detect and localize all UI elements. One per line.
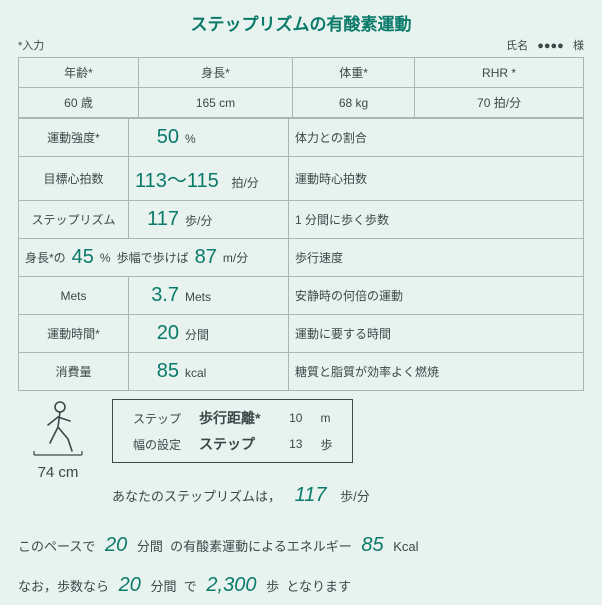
stride-mid: 歩幅で歩けば <box>117 249 189 266</box>
b2-a: なお，歩数なら <box>18 579 109 594</box>
stride-speed-unit: m/分 <box>223 249 248 266</box>
b1-u2: Kcal <box>393 539 418 554</box>
b2-c: となります <box>286 579 351 594</box>
metrics-table: 運動強度* 50% 体力との割合 目標心拍数 113〜115 拍/分 運動時心拍… <box>18 118 584 391</box>
row-mets-unit: Mets <box>185 290 211 304</box>
walker-figure: 74 cm <box>18 399 98 481</box>
row-kcal-value: 85 <box>135 360 185 383</box>
dist-l2v: 13 <box>270 432 310 456</box>
row-targethr-label: 目標心拍数 <box>19 157 129 201</box>
input-marker: *入力 <box>18 37 44 53</box>
row-intensity-value: 50 <box>135 126 185 149</box>
val-age: 60 歳 <box>19 88 139 118</box>
val-weight: 68 kg <box>292 88 414 118</box>
dist-l1a: ステップ <box>125 406 189 430</box>
b1-a: このペースで <box>18 539 95 554</box>
val-rhr: 70 拍/分 <box>415 88 584 118</box>
walker-cm: 74 cm <box>18 464 98 481</box>
hdr-weight: 体重* <box>292 58 414 88</box>
row-intensity-label: 運動強度* <box>19 119 129 157</box>
dist-l1v: 10 <box>270 406 310 430</box>
distance-box: ステップ 歩行距離* 10 m 幅の設定 ステップ 13 歩 <box>112 399 353 463</box>
stride-pct: 45 <box>72 246 94 269</box>
row-targethr-value: 113〜115 <box>135 164 225 193</box>
b1-u1: 分間 <box>137 539 163 554</box>
row-mets-label: Mets <box>19 277 129 315</box>
hdr-rhr: RHR * <box>415 58 584 88</box>
row-stride-desc: 歩行速度 <box>289 239 584 277</box>
b2-v1: 20 <box>119 574 141 596</box>
rhythm-summary: あなたのステップリズムは， 117 歩/分 <box>112 484 584 507</box>
val-height: 165 cm <box>139 88 293 118</box>
b1-v1: 20 <box>105 534 127 556</box>
row-duration-value: 20 <box>135 322 185 345</box>
bottom-summary: このペースで 20 分間 の有酸素運動によるエネルギー 85 Kcal なお，歩… <box>18 525 584 605</box>
dist-l2b: ステップ <box>191 432 268 456</box>
dist-l1b: 歩行距離* <box>191 406 268 430</box>
row-mets-value: 3.7 <box>135 284 185 307</box>
b1-b: の有酸素運動によるエネルギー <box>170 539 352 554</box>
row-mets-desc: 安静時の何倍の運動 <box>289 277 584 315</box>
row-duration-unit: 分間 <box>185 328 209 342</box>
row-intensity-unit: % <box>185 132 196 146</box>
rhythm-value: 117 <box>295 484 327 506</box>
row-stride: 身長*の 45 % 歩幅で歩けば 87 m/分 <box>25 246 282 269</box>
row-kcal-label: 消費量 <box>19 353 129 391</box>
rhythm-text: あなたのステップリズムは， <box>112 489 281 504</box>
hdr-age: 年齢* <box>19 58 139 88</box>
b2-v2: 2,300 <box>206 574 256 596</box>
b2-u2: 歩 <box>266 579 279 594</box>
row-duration-desc: 運動に要する時間 <box>289 315 584 353</box>
walker-icon <box>28 399 88 459</box>
row-rhythm-unit: 歩/分 <box>185 214 212 228</box>
rhythm-unit: 歩/分 <box>340 489 370 504</box>
dist-l2u: 歩 <box>312 432 340 456</box>
stride-prefix: 身長*の <box>25 249 66 266</box>
row-duration-label: 運動時間* <box>19 315 129 353</box>
name-label: 氏名 <box>506 40 528 52</box>
b1-v2: 85 <box>361 534 383 556</box>
row-targethr-unit: 拍/分 <box>231 176 258 190</box>
b2-u1: 分間 <box>151 579 177 594</box>
row-intensity-desc: 体力との割合 <box>289 119 584 157</box>
row-kcal-unit: kcal <box>185 366 206 380</box>
stride-pct-unit: % <box>100 251 111 265</box>
dist-l2a: 幅の設定 <box>125 432 189 456</box>
row-rhythm-value: 117 <box>135 208 185 231</box>
name-block: 氏名 ●●●● 様 <box>506 37 584 53</box>
name-suffix: 様 <box>573 40 584 52</box>
row-kcal-desc: 糖質と脂質が効率よく燃焼 <box>289 353 584 391</box>
row-targethr-desc: 運動時心拍数 <box>289 157 584 201</box>
basic-info-table: 年齢* 身長* 体重* RHR * 60 歳 165 cm 68 kg 70 拍… <box>18 57 584 118</box>
row-rhythm-label: ステップリズム <box>19 201 129 239</box>
hdr-height: 身長* <box>139 58 293 88</box>
page-title: ステップリズムの有酸素運動 <box>18 10 584 35</box>
stride-speed: 87 <box>195 246 217 269</box>
b2-b: で <box>184 579 197 594</box>
row-rhythm-desc: 1 分間に歩く歩数 <box>289 201 584 239</box>
name-value: ●●●● <box>537 40 564 52</box>
dist-l1u: m <box>312 406 340 430</box>
